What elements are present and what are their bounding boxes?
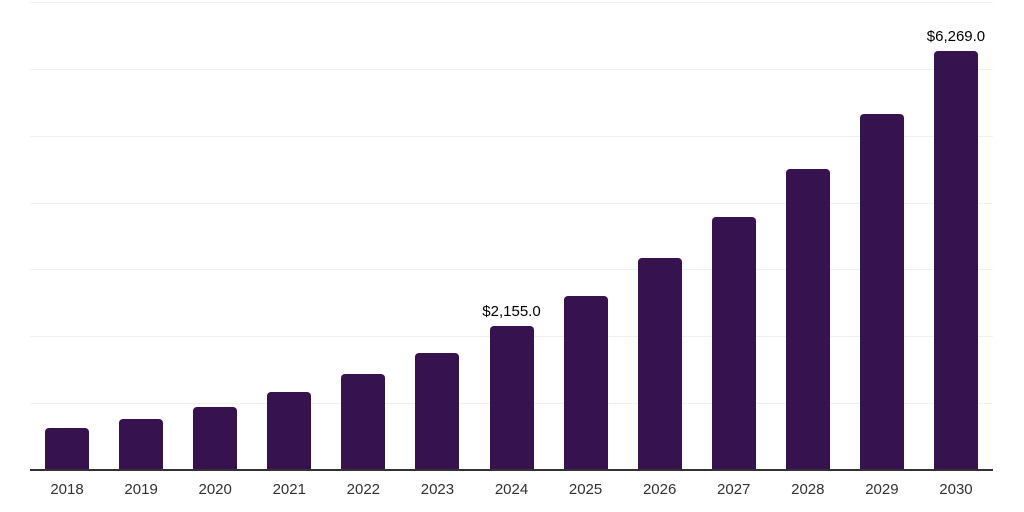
bar-2021[interactable] (267, 391, 312, 470)
x-tick-label-2019: 2019 (124, 481, 158, 498)
gridline (30, 2, 993, 3)
bar-2028[interactable] (785, 169, 830, 470)
x-axis-line (30, 469, 993, 471)
bar-2020[interactable] (193, 406, 238, 470)
x-tick-label-2020: 2020 (198, 481, 232, 498)
bar-2030[interactable] (933, 50, 978, 470)
x-tick-label-2021: 2021 (272, 481, 306, 498)
gridline (30, 269, 993, 271)
x-tick-label-2022: 2022 (346, 481, 381, 498)
bar-2022[interactable] (341, 374, 386, 470)
x-tick-label-2025: 2025 (568, 481, 603, 498)
x-axis-labels: 2018 2019 2020 2021 2022 2023 2024 2025 2026 2027… (30, 481, 993, 505)
gridline (30, 202, 993, 204)
bar-2019[interactable] (119, 419, 164, 470)
plot-area: $2,155.0 $6,269.0 (30, 2, 993, 470)
x-tick-label-2027: 2027 (717, 481, 751, 498)
bar-2026[interactable] (637, 258, 682, 470)
bar-2027[interactable] (711, 217, 756, 470)
bar-2025[interactable] (563, 295, 608, 470)
bar-2018[interactable] (45, 428, 90, 470)
x-tick-label-2028: 2028 (791, 481, 825, 498)
x-tick-label-2024: 2024 (494, 481, 529, 498)
gridline (30, 68, 993, 70)
data-label-2030: $6,269.0 (926, 27, 986, 45)
gridline (30, 135, 993, 137)
data-label-2024: $2,155.0 (482, 302, 541, 320)
x-tick-label-2023: 2023 (420, 481, 455, 498)
x-tick-label-2018: 2018 (50, 481, 84, 498)
bar-2029[interactable] (859, 113, 904, 470)
x-tick-label-2030: 2030 (939, 481, 973, 498)
bar-2023[interactable] (415, 352, 460, 470)
bar-2024[interactable] (489, 325, 534, 470)
x-tick-label-2029: 2029 (865, 481, 899, 498)
x-tick-label-2026: 2026 (642, 481, 677, 498)
